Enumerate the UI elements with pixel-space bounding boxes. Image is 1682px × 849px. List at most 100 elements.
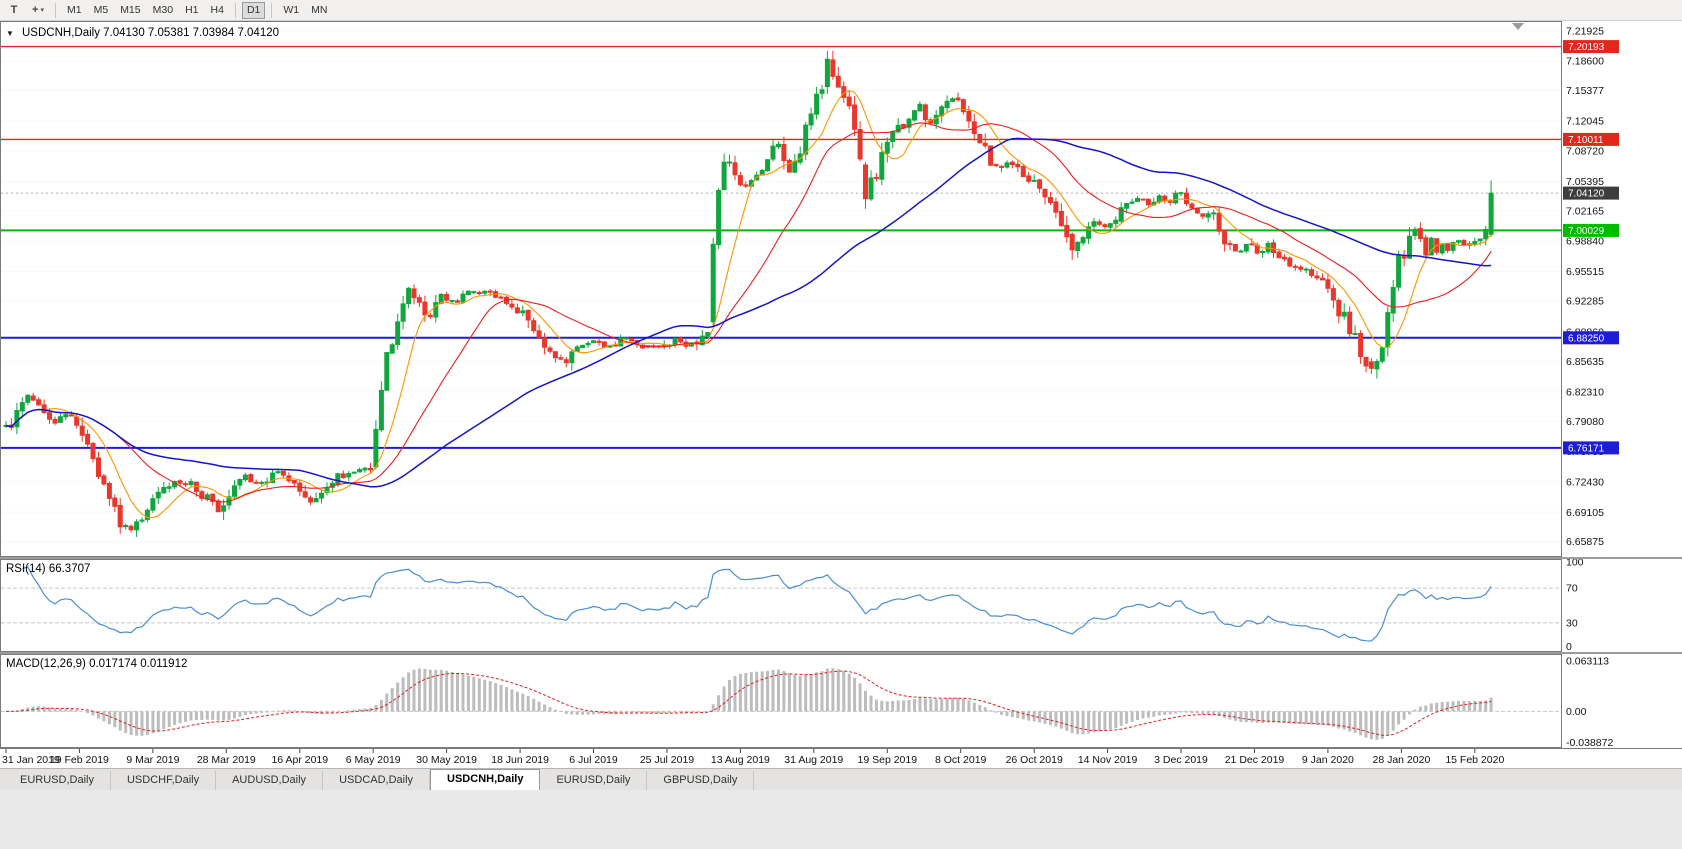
price-tick-label: 7.18600 — [1566, 56, 1604, 68]
date-label: 26 Oct 2019 — [1006, 754, 1063, 766]
chart-title: USDCNH,Daily 7.04130 7.05381 7.03984 7.0… — [22, 27, 279, 39]
candles-down — [8, 50, 1467, 534]
panel-splitter[interactable] — [0, 557, 1682, 559]
timeframe-mn[interactable]: MN — [306, 2, 332, 19]
date-label: 31 Jan 2019 — [2, 754, 60, 766]
price-level-label — [1563, 40, 1619, 54]
price-tick-label: 6.92285 — [1566, 296, 1604, 308]
rsi-tick-label: 30 — [1566, 617, 1578, 629]
rsi-tick-label: 0 — [1566, 641, 1572, 652]
timeframe-m1[interactable]: M1 — [62, 2, 87, 19]
plot-border — [0, 21, 1562, 557]
date-label: 6 Jul 2019 — [569, 754, 618, 766]
date-label: 3 Dec 2019 — [1154, 754, 1208, 766]
price-tick-label: 7.08720 — [1566, 146, 1604, 158]
chart-shift-marker[interactable] — [1512, 23, 1524, 30]
window-background — [0, 790, 1682, 849]
price-tick-label: 6.69105 — [1566, 507, 1604, 519]
toolbar-separator — [234, 2, 236, 18]
date-label: 25 Jul 2019 — [640, 754, 694, 766]
moving-average-8 — [5, 89, 1492, 518]
date-label: 14 Nov 2019 — [1078, 754, 1138, 766]
price-tick-label: 6.82310 — [1566, 386, 1604, 398]
candles-up — [3, 51, 1494, 537]
macd-signal-line — [6, 670, 1492, 736]
price-level-label — [1563, 331, 1619, 345]
price-tick-label: 6.85635 — [1566, 356, 1604, 368]
price-tick-label: 7.05395 — [1566, 176, 1604, 188]
date-label: 28 Mar 2019 — [197, 754, 256, 766]
panel-splitter[interactable] — [0, 652, 1682, 654]
price-tick-label: 6.98840 — [1566, 236, 1604, 248]
time-axis[interactable]: 31 Jan 2019 19 Feb 2019 9 Mar 2019 28 Mar 2… — [0, 748, 1682, 768]
macd-panel[interactable]: 0.063113 0.00 -0.038872 MACD(12,26,9) 0.017… — [0, 654, 1682, 749]
price-level-label — [1563, 223, 1619, 237]
timeframe-h4[interactable]: H4 — [206, 2, 229, 19]
crosshair-tool-button[interactable]: + ▾ — [27, 2, 49, 19]
tab-usdchf-daily[interactable]: USDCHF,Daily — [110, 771, 217, 790]
rsi-title: RSI(14) 66.3707 — [6, 563, 90, 575]
tab-eurusd-daily[interactable]: EURUSD,Daily — [4, 771, 111, 790]
date-label: 30 May 2019 — [416, 754, 477, 766]
rsi-tick-label: 70 — [1566, 583, 1578, 595]
price-tick-label: 7.21925 — [1566, 25, 1604, 37]
price-level-label-text: 7.10011 — [1568, 135, 1604, 146]
price-level-label — [1563, 441, 1619, 455]
main-chart[interactable]: 7.21925 7.18600 7.15377 7.12045 7.08720 7.053… — [0, 21, 1682, 557]
macd-histogram — [9, 668, 1493, 740]
price-level-label-text: 7.04120 — [1568, 189, 1605, 200]
date-label: 8 Oct 2019 — [935, 754, 987, 766]
toolbar: T + ▾ M1 M5 M15 M30 H1 H4 D1 W1 MN — [0, 0, 1682, 21]
timeframe-m5[interactable]: M5 — [89, 2, 114, 19]
macd-tick-label: 0.00 — [1566, 706, 1587, 718]
date-label: 19 Feb 2019 — [50, 754, 109, 766]
timeframe-m15[interactable]: M15 — [115, 2, 145, 19]
crosshair-icon: + — [32, 4, 39, 16]
timeframe-m30[interactable]: M30 — [148, 2, 178, 19]
price-tick-label: 6.95515 — [1566, 266, 1604, 278]
timeframe-toolbar: M1 M5 M15 M30 H1 H4 D1 W1 MN — [62, 1, 332, 19]
price-tick-label: 7.12045 — [1566, 115, 1604, 127]
macd-title: MACD(12,26,9) 0.017174 0.011912 — [6, 658, 187, 670]
main-chart-svg: 7.21925 7.18600 7.15377 7.12045 7.08720 7.053… — [0, 21, 1682, 557]
price-level-label — [1563, 132, 1619, 146]
tab-eurusd-daily[interactable]: EURUSD,Daily — [540, 771, 648, 790]
chart-menu-icon[interactable]: ▼ — [6, 29, 14, 38]
price-level-label — [1563, 186, 1619, 200]
price-tick-label: 7.02165 — [1566, 205, 1604, 217]
date-label: 31 Aug 2019 — [784, 754, 843, 766]
price-level-label-text: 6.88250 — [1568, 333, 1605, 344]
date-label: 18 Jun 2019 — [491, 754, 549, 766]
timeframe-h1[interactable]: H1 — [180, 2, 203, 19]
date-label: 9 Mar 2019 — [126, 754, 179, 766]
macd-tick-label: 0.063113 — [1566, 656, 1609, 668]
macd-svg: 0.063113 0.00 -0.038872 MACD(12,26,9) 0.017… — [0, 654, 1682, 749]
tab-usdcad-daily[interactable]: USDCAD,Daily — [323, 771, 431, 790]
text-tool-button[interactable]: T — [3, 2, 25, 19]
date-label: 28 Jan 2020 — [1372, 754, 1430, 766]
macd-tick-label: -0.038872 — [1566, 737, 1613, 748]
date-label: 19 Sep 2019 — [858, 754, 918, 766]
price-tick-label: 6.65875 — [1566, 536, 1604, 548]
date-label: 21 Dec 2019 — [1225, 754, 1285, 766]
tab-gbpusd-daily[interactable]: GBPUSD,Daily — [647, 771, 755, 790]
timeframe-w1[interactable]: W1 — [278, 2, 304, 19]
price-level-label-text: 7.20193 — [1568, 42, 1605, 53]
toolbar-separator — [55, 2, 56, 18]
chart-background — [0, 21, 1682, 557]
timeframe-d1[interactable]: D1 — [241, 1, 266, 19]
moving-average-21 — [5, 122, 1492, 503]
chevron-down-icon: ▾ — [40, 7, 44, 14]
price-tick-label: 6.79080 — [1566, 416, 1604, 428]
rsi-panel[interactable]: 100 70 30 0 RSI(14) 66.3707 — [0, 557, 1682, 653]
price-level-label-text: 7.00029 — [1568, 226, 1605, 237]
tab-audusd-daily[interactable]: AUDUSD,Daily — [216, 771, 324, 790]
text-tool-icon: T — [10, 4, 18, 16]
tab-usdcnh-daily[interactable]: USDCNH,Daily — [430, 769, 541, 790]
rsi-tick-label: 100 — [1566, 559, 1584, 569]
rsi-svg: 100 70 30 0 RSI(14) 66.3707 — [0, 557, 1682, 653]
date-label: 16 Apr 2019 — [271, 754, 328, 766]
moving-average-55 — [5, 137, 1492, 488]
price-tick-label: 7.15377 — [1566, 85, 1604, 97]
